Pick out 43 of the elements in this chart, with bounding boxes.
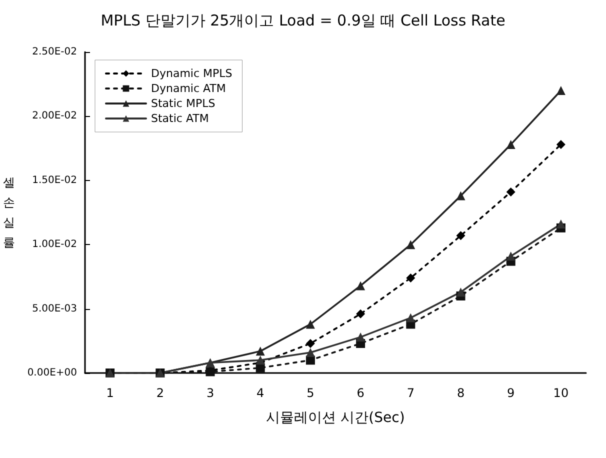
point: [306, 338, 315, 348]
y-tick-label: 2.00E-02: [32, 110, 77, 122]
point: [456, 288, 466, 297]
point: [256, 346, 265, 356]
legend-label: Static MPLS: [151, 97, 216, 110]
point: [506, 252, 516, 261]
point: [506, 140, 516, 149]
x-tick-label: 1: [106, 386, 114, 400]
x-tick-label: 9: [507, 386, 515, 400]
point: [556, 86, 566, 96]
x-tick-label: 6: [356, 386, 364, 400]
point: [506, 187, 516, 196]
point: [306, 348, 315, 357]
y-tick-label: 0.00E+00: [27, 368, 77, 378]
x-tick-label: 2: [156, 386, 164, 400]
point: [356, 281, 366, 290]
x-tick-label: 7: [406, 386, 414, 400]
point: [556, 140, 566, 149]
y-tick-label: 1.00E-02: [32, 239, 77, 250]
point: [256, 356, 265, 365]
x-tick-label: 3: [206, 386, 214, 400]
x-tick-label: 10: [553, 386, 569, 400]
point: [456, 191, 466, 200]
y-axis-title: 셀 손 실 률: [3, 176, 15, 250]
chart-title: MPLS 단말기가 25개이고 Load = 0.9일 때 Cell Loss Rate: [100, 12, 506, 30]
legend-label: Static ATM: [151, 112, 209, 125]
point: [406, 273, 416, 282]
point: [406, 240, 416, 250]
legend-label: Dynamic MPLS: [151, 67, 232, 80]
x-axis-title: 시뮬레이션 시간(Sec): [266, 410, 405, 426]
x-tick-label: 5: [306, 386, 314, 400]
legend-label: Dynamic ATM: [151, 82, 226, 95]
point: [456, 231, 466, 240]
point: [356, 309, 366, 318]
y-tick-label: 5.00E-03: [32, 303, 77, 314]
point: [556, 220, 566, 229]
x-tick-label: 4: [256, 386, 264, 400]
x-tick-label: 8: [456, 386, 465, 400]
point: [306, 320, 315, 329]
y-tick-label: 1.50E-02: [32, 174, 77, 186]
point: [356, 332, 366, 342]
point: [406, 313, 416, 322]
y-tick-label: 2.50E-02: [32, 46, 77, 58]
